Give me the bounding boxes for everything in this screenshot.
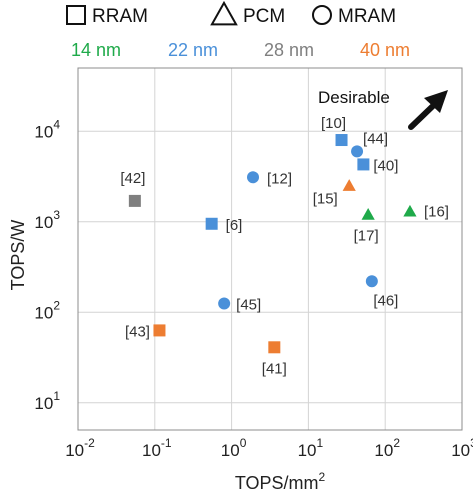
tick-label-exponent: 3 bbox=[53, 208, 60, 222]
data-point-label: [10] bbox=[321, 115, 346, 132]
data-point-label: [16] bbox=[424, 203, 449, 220]
tick-label-exponent: 0 bbox=[240, 436, 247, 450]
x-axis-title: TOPS/mm2 bbox=[235, 470, 326, 493]
data-point bbox=[365, 275, 378, 288]
tick-label-base: 10 bbox=[298, 441, 317, 460]
tick-label-exponent: 4 bbox=[53, 117, 60, 131]
tick-label-exponent: 3 bbox=[470, 436, 473, 450]
data-point-label: [44] bbox=[363, 130, 388, 147]
data-point bbox=[247, 171, 260, 184]
data-point-label: [12] bbox=[267, 170, 292, 187]
data-point-label: [43] bbox=[125, 323, 150, 340]
data-point bbox=[205, 217, 218, 230]
y-axis-title: TOPS/W bbox=[8, 220, 28, 291]
node-legend-label: 40 nm bbox=[360, 40, 410, 60]
data-point bbox=[268, 341, 281, 354]
plot-area bbox=[77, 67, 463, 431]
desirable-arrow-head bbox=[424, 90, 448, 113]
y-tick-label: 101 bbox=[34, 389, 60, 413]
node-legend-label: 28 nm bbox=[264, 40, 314, 60]
data-point bbox=[351, 145, 364, 158]
data-point bbox=[361, 207, 375, 220]
triangle-legend-icon bbox=[210, 0, 238, 26]
tick-label-base: 10 bbox=[34, 303, 53, 322]
data-point bbox=[218, 297, 231, 310]
x-tick-label: 101 bbox=[298, 436, 324, 460]
x-tick-label: 10-1 bbox=[142, 436, 172, 460]
node-legend-label: 14 nm bbox=[71, 40, 121, 60]
x-tick-label: 10-2 bbox=[65, 436, 95, 460]
data-point-label: [40] bbox=[373, 157, 398, 174]
x-tick-label: 100 bbox=[221, 436, 247, 460]
data-point bbox=[153, 324, 166, 337]
y-tick-label: 104 bbox=[34, 117, 60, 141]
data-point-label: [46] bbox=[373, 292, 398, 309]
square-legend-icon bbox=[66, 5, 86, 25]
y-tick-label: 103 bbox=[34, 208, 60, 232]
tick-label-base: 10 bbox=[34, 394, 53, 413]
x-tick-label: 102 bbox=[374, 436, 400, 460]
tick-label-exponent: 2 bbox=[53, 298, 60, 312]
x-axis-title-text: TOPS/mm bbox=[235, 473, 319, 493]
data-point bbox=[357, 158, 370, 171]
circle-legend-label: MRAM bbox=[338, 6, 396, 27]
data-point-label: [6] bbox=[226, 217, 243, 234]
tick-label-exponent: 1 bbox=[53, 389, 60, 403]
tick-label-exponent: 1 bbox=[317, 436, 324, 450]
desirable-annotation-text: Desirable bbox=[318, 88, 390, 107]
legend: RRAM PCM MRAM 14 nm 22 nm 28 nm 40 nm bbox=[66, 0, 410, 60]
data-point bbox=[403, 204, 417, 217]
tick-label-base: 10 bbox=[221, 441, 240, 460]
tick-label-base: 10 bbox=[374, 441, 393, 460]
grid bbox=[78, 68, 462, 430]
desirable-arrow-shaft bbox=[408, 100, 439, 130]
x-tick-label: 103 bbox=[451, 436, 473, 460]
tick-label-base: 10 bbox=[142, 441, 161, 460]
data-point-label: [17] bbox=[354, 228, 379, 245]
tick-label-exponent: 2 bbox=[393, 436, 400, 450]
node-legend-label: 22 nm bbox=[168, 40, 218, 60]
y-tick-label: 102 bbox=[34, 298, 60, 322]
tick-label-exponent: -2 bbox=[84, 436, 95, 450]
square-legend-label: RRAM bbox=[92, 6, 148, 27]
tick-label-base: 10 bbox=[34, 213, 53, 232]
data-point bbox=[128, 194, 141, 207]
x-axis-ticks: 10-210-1100101102103 bbox=[65, 436, 473, 460]
data-point-label: [42] bbox=[120, 170, 145, 187]
data-points: [42] [43] [6] [45] [12] [41] [10] [44] [40] [15] [… bbox=[120, 115, 449, 377]
tick-label-base: 10 bbox=[451, 441, 470, 460]
tick-label-exponent: -1 bbox=[161, 436, 172, 450]
x-axis-title-superscript: 2 bbox=[318, 470, 325, 484]
data-point bbox=[335, 134, 348, 147]
data-point-label: [41] bbox=[262, 360, 287, 377]
data-point-label: [15] bbox=[313, 191, 338, 208]
tick-label-base: 10 bbox=[65, 441, 84, 460]
tick-label-base: 10 bbox=[34, 122, 53, 141]
annotation: Desirable bbox=[318, 88, 448, 130]
data-point-label: [45] bbox=[236, 296, 261, 313]
triangle-legend-label: PCM bbox=[243, 6, 285, 27]
circle-legend-icon bbox=[312, 5, 332, 25]
data-point bbox=[342, 179, 356, 191]
